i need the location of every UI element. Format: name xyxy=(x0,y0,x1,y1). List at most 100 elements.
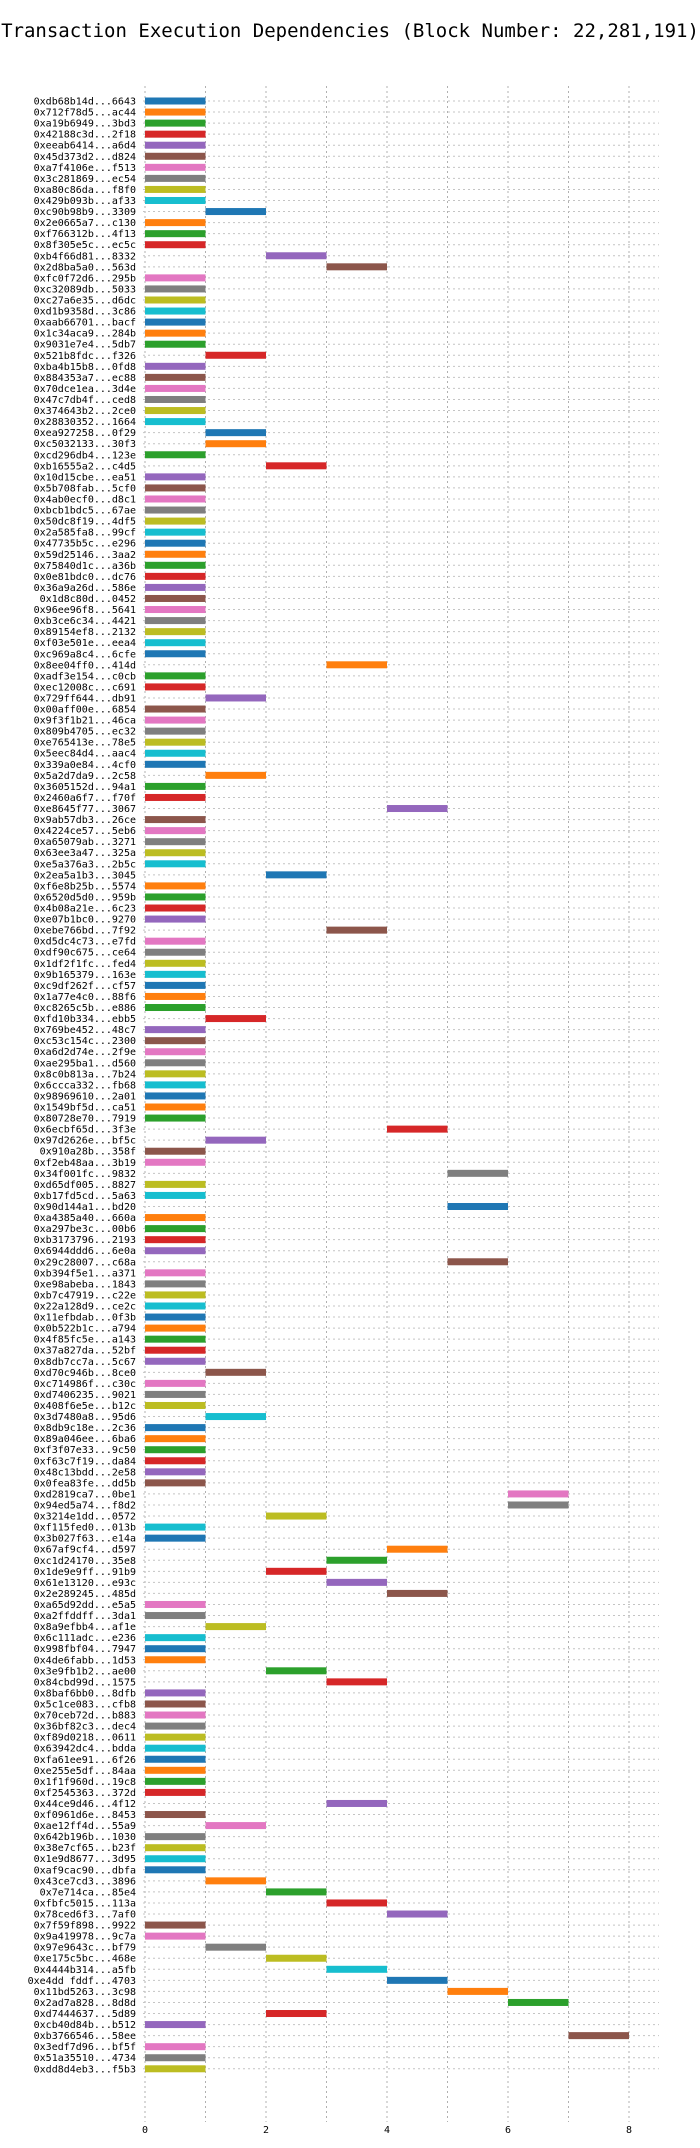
y-tick-label: 0xf0961d6e...8453 xyxy=(34,1810,136,1821)
transaction-bar xyxy=(145,1026,206,1034)
transaction-bar xyxy=(145,307,206,315)
transaction-bar xyxy=(145,583,206,591)
transaction-bar xyxy=(145,1722,206,1730)
y-tick-label: 0xcb40d84b...b512 xyxy=(34,2020,136,2031)
chart-title: Transaction Execution Dependencies (Bloc… xyxy=(1,20,699,42)
transaction-bar xyxy=(145,1037,206,1045)
transaction-bar xyxy=(266,1667,327,1675)
transaction-bar xyxy=(145,860,206,868)
transaction-bar xyxy=(145,760,206,768)
y-tick-label: 0x2ad7a828...8d8d xyxy=(34,1998,136,2009)
y-tick-label: 0x10d15cbe...ea51 xyxy=(34,472,136,483)
y-tick-label: 0xa80c86da...f8f0 xyxy=(34,185,136,196)
y-tick-label: 0x0fea83fe...dd5b xyxy=(34,1478,136,1489)
y-tick-label: 0xfd10b334...ebb5 xyxy=(34,1014,136,1025)
y-tick-label: 0x339a0e84...4cf0 xyxy=(34,760,136,771)
y-tick-label: 0xf03e501e...eea4 xyxy=(34,638,136,649)
y-tick-label: 0x1de9e9ff...91b9 xyxy=(34,1567,136,1578)
transaction-bar xyxy=(145,119,206,127)
y-tick-label: 0xc9df262f...cf57 xyxy=(34,981,136,992)
transaction-bar xyxy=(145,594,206,602)
y-tick-label: 0x642b196b...1030 xyxy=(34,1832,136,1843)
transaction-bar xyxy=(205,1877,266,1885)
transaction-bar xyxy=(145,915,206,923)
transaction-bar xyxy=(145,329,206,337)
y-tick-label: 0x98969610...2a01 xyxy=(34,1091,136,1102)
transaction-bar xyxy=(145,2021,206,2029)
y-tick-label: 0x80728e70...7919 xyxy=(34,1114,136,1125)
y-tick-label: 0x63942dc4...bdda xyxy=(34,1744,136,1755)
transaction-bar xyxy=(266,1954,327,1962)
y-tick-label: 0x5eec84d4...aac4 xyxy=(34,749,136,760)
y-tick-label: 0x3605152d...94a1 xyxy=(34,782,136,793)
transaction-bar xyxy=(387,1125,448,1133)
y-tick-label: 0xb4f66d81...8332 xyxy=(34,251,136,262)
x-tick-label: 2 xyxy=(263,2125,269,2136)
y-tick-label: 0x9a419978...9c7a xyxy=(34,1932,136,1943)
y-tick-label: 0x78ced6f3...7af0 xyxy=(34,1910,136,1921)
transaction-bar xyxy=(205,771,266,779)
y-tick-label: 0xd7406235...9021 xyxy=(34,1390,136,1401)
y-tick-label: 0xf89d0218...0611 xyxy=(34,1733,136,1744)
y-tick-label: 0x1549bf5d...ca51 xyxy=(34,1103,136,1114)
transaction-bar xyxy=(145,705,206,713)
y-tick-label: 0x45d373d2...d824 xyxy=(34,152,136,163)
y-tick-label: 0x50dc8f19...4df5 xyxy=(34,517,136,528)
transaction-bar xyxy=(326,926,387,934)
y-tick-label: 0x28830352...1664 xyxy=(34,417,136,428)
transaction-bar xyxy=(145,1612,206,1620)
y-tick-label: 0x2e289245...485d xyxy=(34,1589,136,1600)
y-tick-label: 0xf63c7f19...da84 xyxy=(34,1456,136,1467)
transaction-bar xyxy=(145,395,206,403)
transaction-bar xyxy=(145,816,206,824)
transaction-bar xyxy=(145,418,206,426)
y-tick-label: 0x1f1f960d...19c8 xyxy=(34,1777,136,1788)
transaction-bar xyxy=(145,517,206,525)
y-tick-label: 0xb16555a2...c4d5 xyxy=(34,461,136,472)
y-tick-label: 0x4de6fabb...1d53 xyxy=(34,1655,136,1666)
transaction-bar xyxy=(145,1866,206,1874)
x-tick-label: 0 xyxy=(142,2125,148,2136)
y-tick-label: 0xf6e8b25b...5574 xyxy=(34,881,136,892)
transaction-bar xyxy=(145,174,206,182)
y-tick-label: 0xf766312b...4f13 xyxy=(34,229,136,240)
transaction-bar xyxy=(145,1059,206,1067)
y-tick-label: 0x11bd5263...3c98 xyxy=(34,1987,136,1998)
transaction-bar xyxy=(145,241,206,249)
y-tick-label: 0xa65079ab...3271 xyxy=(34,837,136,848)
transaction-bar xyxy=(145,484,206,492)
transaction-bar xyxy=(145,1634,206,1642)
transaction-bar xyxy=(145,1092,206,1100)
y-tick-label: 0x8ee04ff0...414d xyxy=(34,660,136,671)
transaction-bar xyxy=(447,1203,508,1210)
y-tick-label: 0xcd296db4...123e xyxy=(34,450,136,461)
y-tick-label: 0x712f78d5...ac44 xyxy=(34,108,136,119)
y-tick-label: 0xf115fed0...013b xyxy=(34,1523,136,1534)
transaction-bar xyxy=(145,1324,206,1332)
transaction-bar xyxy=(205,1136,266,1144)
transaction-bar xyxy=(145,1103,206,1111)
transaction-bar xyxy=(145,1302,206,1310)
transaction-bar xyxy=(145,1390,206,1398)
transaction-bar xyxy=(145,362,206,370)
y-tick-label: 0x00aff00e...6854 xyxy=(34,705,136,716)
y-tick-label: 0xd2819ca7...0be1 xyxy=(34,1489,136,1500)
y-tick-label: 0xae295ba1...d560 xyxy=(34,1058,136,1069)
y-tick-label: 0x8db9c18e...2c36 xyxy=(34,1423,136,1434)
y-tick-label: 0x1c34aca9...284b xyxy=(34,329,136,340)
y-tick-label: 0x2e0665a7...c130 xyxy=(34,218,136,229)
y-tick-label: 0x2d8ba5a0...563d xyxy=(34,262,136,273)
transaction-bar xyxy=(145,296,206,304)
y-tick-label: 0x38e7cf65...b23f xyxy=(34,1843,136,1854)
transaction-bar xyxy=(508,1998,569,2006)
y-tick-label: 0xf2eb48aa...3b19 xyxy=(34,1158,136,1169)
y-tick-label: 0xc53c154c...2300 xyxy=(34,1036,136,1047)
grid-layer xyxy=(143,86,659,2122)
transaction-bar xyxy=(145,1811,206,1819)
transaction-bar xyxy=(145,1921,206,1929)
transaction-bar xyxy=(387,805,448,813)
transaction-bar xyxy=(145,1048,206,1056)
transaction-bar xyxy=(145,617,206,625)
transaction-bar xyxy=(145,683,206,691)
transaction-bar xyxy=(145,1700,206,1708)
